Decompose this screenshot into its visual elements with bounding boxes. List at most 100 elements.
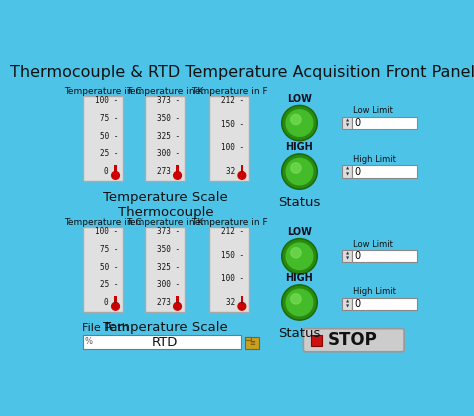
Bar xyxy=(245,337,251,340)
Circle shape xyxy=(238,171,246,179)
Circle shape xyxy=(283,107,316,139)
Text: Temperature in F: Temperature in F xyxy=(191,218,267,227)
Text: ≡: ≡ xyxy=(249,340,255,346)
Circle shape xyxy=(283,240,316,272)
Text: Temperature in C: Temperature in C xyxy=(64,87,142,96)
Text: 0: 0 xyxy=(355,118,361,128)
Text: Temperature in C: Temperature in C xyxy=(64,218,142,227)
Bar xyxy=(82,335,241,349)
Text: High Limit: High Limit xyxy=(353,287,396,296)
Text: ▼: ▼ xyxy=(346,257,349,261)
Text: Low Limit: Low Limit xyxy=(353,106,393,115)
Text: Temperature Scale
RTD: Temperature Scale RTD xyxy=(103,321,228,349)
Text: ▲: ▲ xyxy=(346,119,349,122)
Text: LOW: LOW xyxy=(287,94,312,104)
Bar xyxy=(176,165,179,176)
Text: 100 -: 100 - xyxy=(221,144,245,153)
Text: Thermocouple & RTD Temperature Acquisition Front Panel: Thermocouple & RTD Temperature Acquisiti… xyxy=(10,65,474,80)
Circle shape xyxy=(112,302,119,310)
Circle shape xyxy=(283,156,316,188)
Text: 0: 0 xyxy=(355,251,361,261)
Text: 100 -: 100 - xyxy=(221,275,245,283)
Bar xyxy=(342,166,352,178)
Text: ▼: ▼ xyxy=(346,305,349,309)
Text: File Path: File Path xyxy=(82,323,129,333)
Circle shape xyxy=(286,110,313,136)
Bar xyxy=(342,250,352,262)
Text: Temperature in K: Temperature in K xyxy=(126,87,203,96)
Bar xyxy=(176,295,179,306)
Text: ▲: ▲ xyxy=(346,167,349,171)
Text: Low Limit: Low Limit xyxy=(353,240,393,249)
Bar xyxy=(352,298,417,310)
Text: 50 -: 50 - xyxy=(100,262,118,272)
Circle shape xyxy=(282,285,317,320)
Text: 0 -: 0 - xyxy=(104,167,118,176)
Text: 150 -: 150 - xyxy=(221,120,245,129)
Bar xyxy=(352,250,417,262)
Circle shape xyxy=(291,114,301,125)
Text: STOP: STOP xyxy=(328,331,378,349)
Text: 0 -: 0 - xyxy=(104,298,118,307)
Bar xyxy=(342,298,352,310)
Text: HIGH: HIGH xyxy=(286,142,313,152)
Circle shape xyxy=(238,302,246,310)
Circle shape xyxy=(282,238,317,274)
Text: HIGH: HIGH xyxy=(286,273,313,283)
Bar xyxy=(82,96,123,181)
Bar xyxy=(145,227,185,312)
Text: 100 -: 100 - xyxy=(95,96,118,105)
Text: 32 -: 32 - xyxy=(226,167,245,176)
Text: 325 -: 325 - xyxy=(157,262,180,272)
Circle shape xyxy=(173,302,182,310)
Text: 25 -: 25 - xyxy=(100,280,118,289)
Bar xyxy=(209,96,249,181)
Circle shape xyxy=(112,171,119,179)
FancyBboxPatch shape xyxy=(303,329,404,352)
Circle shape xyxy=(173,171,182,179)
Text: %: % xyxy=(85,337,93,346)
Bar xyxy=(209,227,249,312)
Text: 373 -: 373 - xyxy=(157,227,180,236)
Text: 212 -: 212 - xyxy=(221,227,245,236)
Bar xyxy=(352,166,417,178)
Text: 100 -: 100 - xyxy=(95,227,118,236)
Text: 32 -: 32 - xyxy=(226,298,245,307)
Text: Temperature Scale
Thermocouple: Temperature Scale Thermocouple xyxy=(103,191,228,219)
Text: 25 -: 25 - xyxy=(100,149,118,158)
Text: 350 -: 350 - xyxy=(157,245,180,254)
Circle shape xyxy=(286,243,313,270)
Circle shape xyxy=(282,105,317,141)
Text: High Limit: High Limit xyxy=(353,155,396,164)
Text: 0: 0 xyxy=(355,299,361,309)
Circle shape xyxy=(286,158,313,185)
Circle shape xyxy=(291,248,301,258)
Text: ▲: ▲ xyxy=(346,252,349,255)
Bar xyxy=(145,96,185,181)
Text: 350 -: 350 - xyxy=(157,114,180,123)
Text: ▼: ▼ xyxy=(346,124,349,128)
Text: 75 -: 75 - xyxy=(100,114,118,123)
Bar xyxy=(245,337,259,349)
Text: Temperature in F: Temperature in F xyxy=(191,87,267,96)
Bar xyxy=(114,295,117,306)
Bar xyxy=(82,227,123,312)
Text: 300 -: 300 - xyxy=(157,149,180,158)
Text: Temperature in K: Temperature in K xyxy=(126,218,203,227)
Circle shape xyxy=(282,154,317,189)
Text: LOW: LOW xyxy=(287,227,312,237)
Text: 50 -: 50 - xyxy=(100,131,118,141)
Bar xyxy=(352,117,417,129)
Text: 273 -: 273 - xyxy=(157,167,180,176)
Bar xyxy=(342,117,352,129)
Text: Status: Status xyxy=(278,327,321,340)
Text: ▲: ▲ xyxy=(346,299,349,303)
Bar xyxy=(114,165,117,176)
Bar xyxy=(311,335,322,346)
Circle shape xyxy=(291,163,301,173)
Circle shape xyxy=(286,289,313,316)
Text: ▼: ▼ xyxy=(346,172,349,176)
Text: 150 -: 150 - xyxy=(221,251,245,260)
Text: 273 -: 273 - xyxy=(157,298,180,307)
Text: 325 -: 325 - xyxy=(157,131,180,141)
